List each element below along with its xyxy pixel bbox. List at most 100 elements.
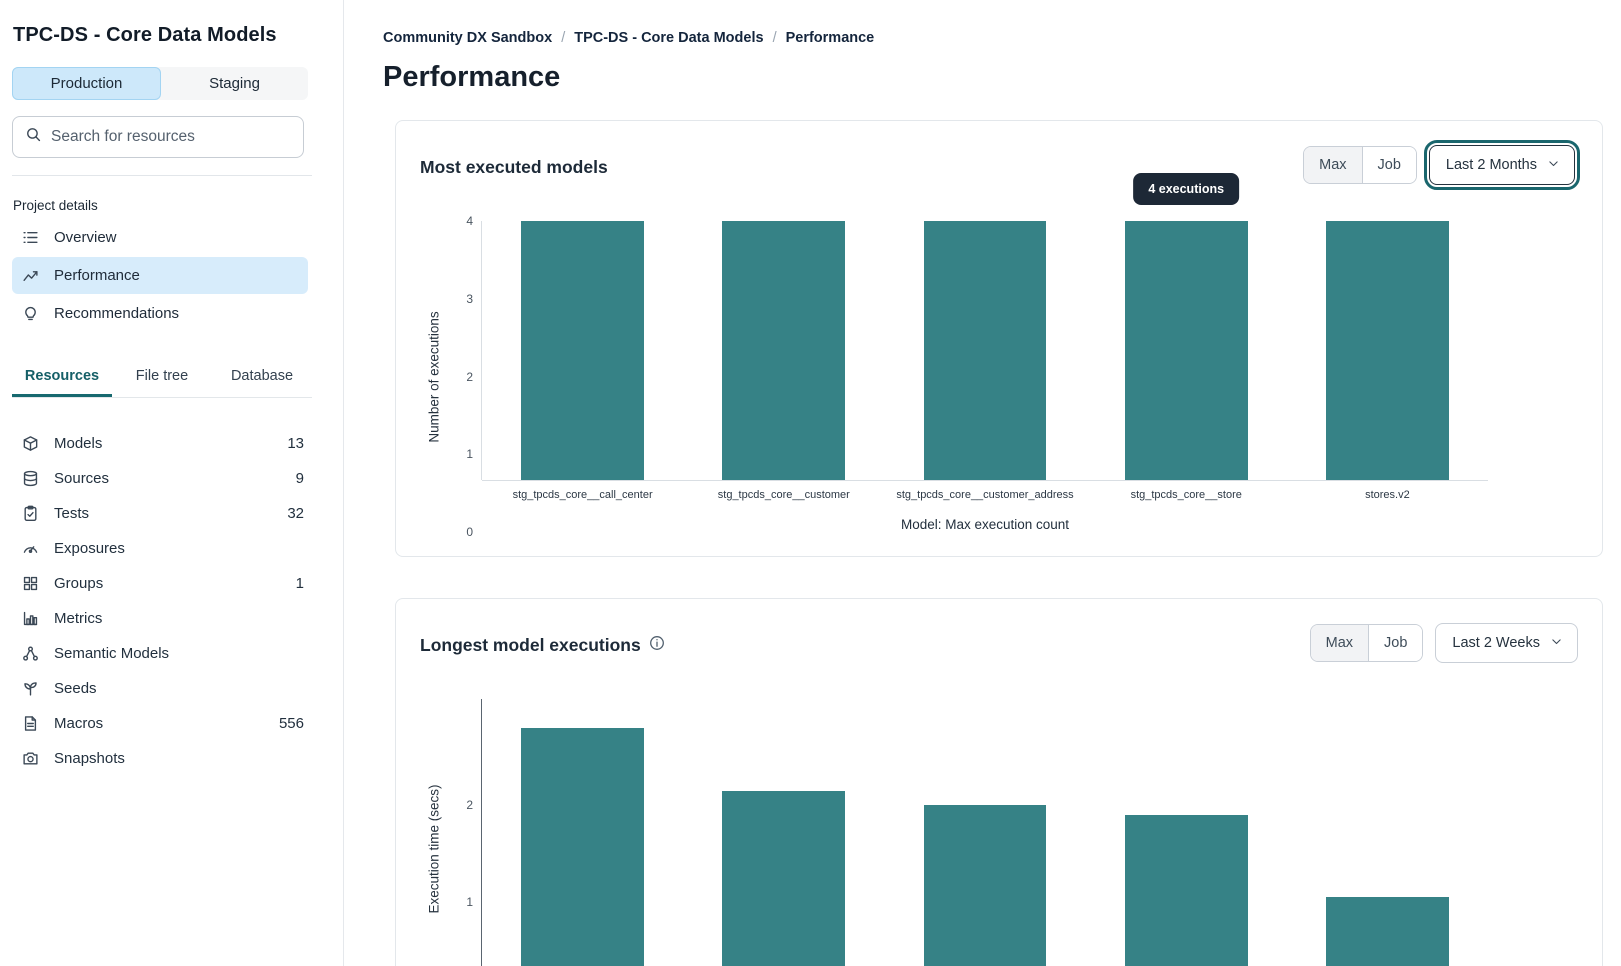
- breadcrumb-project[interactable]: TPC-DS - Core Data Models: [574, 30, 764, 46]
- tab-file-tree[interactable]: File tree: [135, 368, 189, 384]
- bar[interactable]: [1326, 897, 1449, 966]
- chart-title: Longest model executions: [420, 635, 641, 655]
- breadcrumb: Community DX Sandbox / TPC-DS - Core Dat…: [383, 30, 1621, 46]
- bar[interactable]: [521, 728, 644, 966]
- list-item-label: Semantic Models: [54, 645, 170, 662]
- env-tab-staging[interactable]: Staging: [209, 75, 260, 92]
- breadcrumb-separator: /: [561, 30, 566, 46]
- bar[interactable]: [722, 790, 846, 966]
- env-tab-production[interactable]: Production: [12, 67, 161, 100]
- database-icon: [22, 470, 39, 487]
- bar[interactable]: [1326, 221, 1449, 480]
- bar-slot: [1086, 699, 1287, 966]
- project-details-label: Project details: [13, 198, 98, 213]
- x-axis-title: Model: Max execution count: [900, 517, 1070, 532]
- list-item-semantic-models[interactable]: Semantic Models: [12, 636, 304, 671]
- time-range-select[interactable]: Last 2 Months: [1423, 140, 1581, 190]
- time-range-select[interactable]: Last 2 Weeks: [1435, 623, 1578, 663]
- chevron-down-icon: [1547, 157, 1560, 174]
- list-item-count: 13: [287, 435, 304, 452]
- project-title: TPC-DS - Core Data Models: [13, 24, 277, 46]
- list-item-macros[interactable]: Macros 556: [12, 706, 304, 741]
- search-input[interactable]: [51, 128, 291, 146]
- search-box[interactable]: [12, 116, 304, 158]
- x-tick-label: stg_tpcds_core__customer_address: [896, 489, 1074, 501]
- list-item-label: Models: [54, 435, 103, 452]
- bar[interactable]: [1124, 815, 1248, 966]
- list-item-label: Macros: [54, 715, 104, 732]
- bar-chart-icon: [22, 610, 39, 627]
- max-button[interactable]: Max: [1304, 147, 1363, 183]
- bar-slot: [1287, 699, 1488, 966]
- plot-area: [481, 699, 1488, 966]
- sidebar-item-performance[interactable]: Performance: [12, 257, 308, 294]
- job-button[interactable]: Job: [1369, 625, 1423, 661]
- bar-slot: [884, 221, 1085, 480]
- list-item-count: 556: [278, 715, 304, 732]
- y-tick-label: 1: [466, 895, 473, 910]
- bar-slot: [683, 221, 884, 480]
- resource-view-tabs: Resources File tree Database: [12, 360, 312, 398]
- bar-slot: [1086, 221, 1287, 480]
- x-tick-label: stores.v2: [1365, 489, 1410, 501]
- list-item-sources[interactable]: Sources 9: [12, 461, 304, 496]
- breadcrumb-account[interactable]: Community DX Sandbox: [383, 30, 553, 46]
- bar[interactable]: [923, 221, 1047, 480]
- environment-switcher: Production Staging: [12, 67, 308, 100]
- list-item-metrics[interactable]: Metrics: [12, 601, 304, 636]
- x-labels: stg_tpcds_core__call_center stg_tpcds_cor…: [482, 489, 1488, 501]
- chart-tooltip: 4 executions: [1133, 173, 1240, 205]
- bar[interactable]: [521, 221, 644, 480]
- bar-slot: [1287, 221, 1488, 480]
- job-button[interactable]: Job: [1362, 147, 1416, 183]
- chart-controls: Max Job Last 2 Weeks: [1309, 623, 1578, 663]
- sprout-icon: [22, 680, 39, 697]
- max-job-toggle: Max Job: [1309, 624, 1424, 662]
- chart-title: Most executed models: [420, 157, 608, 177]
- y-axis-line: [481, 221, 482, 480]
- y-tick-label: 3: [466, 291, 473, 306]
- list-item-models[interactable]: Models 13: [12, 426, 304, 461]
- trend-chart-icon: [22, 267, 39, 284]
- list-item-label: Exposures: [54, 540, 125, 557]
- tab-database[interactable]: Database: [230, 368, 294, 384]
- list-item-tests[interactable]: Tests 32: [12, 496, 304, 531]
- max-button[interactable]: Max: [1310, 625, 1370, 661]
- tab-resources[interactable]: Resources: [12, 360, 112, 397]
- list-item-count: 9: [295, 470, 304, 487]
- longest-model-executions-card: Longest model executions Max Job Last 2 …: [395, 598, 1603, 966]
- bar-slot: [683, 699, 884, 966]
- y-axis-line: [481, 699, 482, 966]
- sidebar-item-recommendations[interactable]: Recommendations: [12, 295, 308, 332]
- list-item-groups[interactable]: Groups 1: [12, 566, 304, 601]
- sidebar-item-label: Performance: [54, 267, 140, 284]
- bar[interactable]: [1124, 221, 1248, 480]
- y-axis-title: Execution time (secs): [426, 784, 442, 914]
- y-tick-label: 2: [466, 369, 473, 384]
- network-icon: [22, 645, 39, 662]
- y-axis-title: Number of executions: [426, 310, 442, 443]
- list-item-label: Tests: [54, 505, 90, 522]
- camera-icon: [22, 750, 39, 767]
- bar[interactable]: [923, 805, 1047, 966]
- clipboard-check-icon: [22, 505, 39, 522]
- list-item-exposures[interactable]: Exposures: [12, 531, 304, 566]
- y-tick-label: 2: [466, 798, 473, 813]
- x-tick-label: stg_tpcds_core__call_center: [512, 489, 653, 501]
- list-item-snapshots[interactable]: Snapshots: [12, 741, 304, 776]
- gauge-icon: [22, 540, 39, 557]
- search-icon: [25, 126, 42, 148]
- list-item-seeds[interactable]: Seeds: [12, 671, 304, 706]
- list-item-label: Seeds: [54, 680, 97, 697]
- y-tick-label: 1: [466, 447, 473, 462]
- cube-icon: [22, 435, 39, 452]
- y-tick-label: 4: [466, 214, 473, 228]
- list-item-count: 1: [295, 575, 304, 592]
- sidebar-item-overview[interactable]: Overview: [12, 219, 308, 256]
- max-job-toggle: Max Job: [1303, 146, 1417, 184]
- bar[interactable]: [722, 221, 846, 480]
- bar-slot: [884, 699, 1085, 966]
- info-icon[interactable]: [649, 635, 665, 656]
- time-range-value: Last 2 Weeks: [1452, 635, 1540, 651]
